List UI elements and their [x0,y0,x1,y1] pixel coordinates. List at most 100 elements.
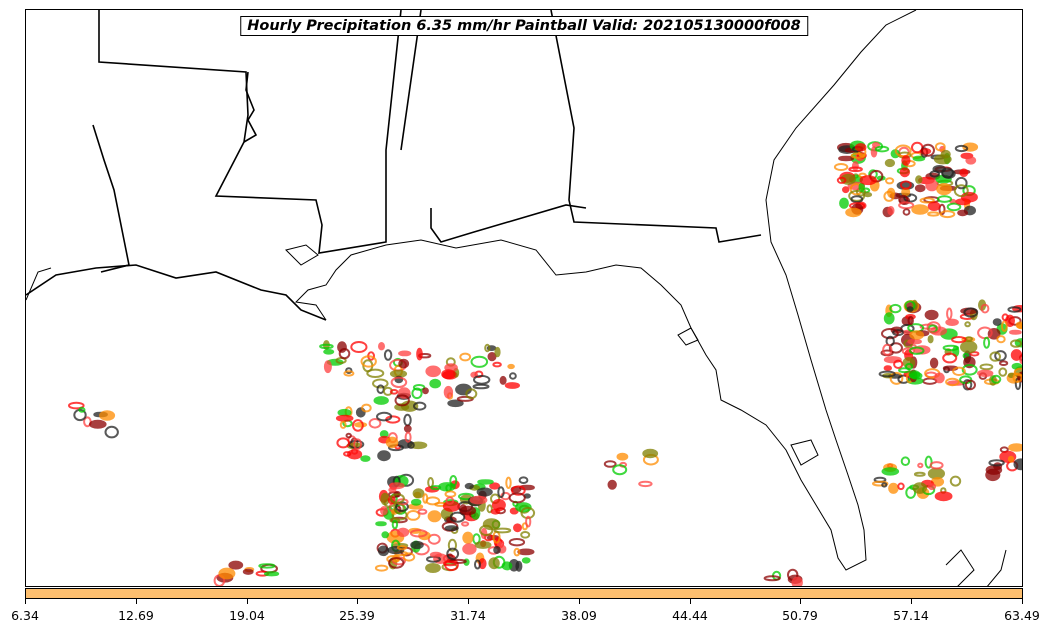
paintball-blob [422,387,429,395]
paintball-blob [429,551,442,558]
paintball-blob [444,525,459,532]
paintball-blob [373,396,389,405]
paintball-blob [942,352,958,364]
paintball-blob [493,546,501,554]
paintball-blob [919,197,935,204]
paintball-blob [470,371,479,378]
paintball-blob [945,318,959,326]
colorbar-tick-label: 44.44 [672,608,708,623]
colorbar-tick-label: 38.09 [561,608,597,623]
paintball-blob [980,303,990,314]
colorbar-tick [690,599,691,604]
paintball-blob [845,207,862,218]
paintball-blob [1010,349,1022,361]
paintball-blob [983,336,991,349]
paintball-blob [447,399,464,408]
paintball-blob [447,538,457,552]
paintball-blob [1007,455,1015,463]
paintball-blob [374,564,389,572]
paintball-blob [926,321,941,334]
paintball-blob [515,502,532,513]
paintball-blob [927,201,941,211]
paintball-blob [946,307,953,320]
paintball-blob [898,367,911,374]
paintball-blob [859,175,877,186]
colorbar [25,588,1023,599]
paintball-blob [264,571,280,577]
paintball-blob [885,177,895,185]
paintball-blob [999,360,1009,367]
paintball-blob [350,341,368,353]
paintball-blob [964,321,971,328]
paintball-blob [445,496,455,505]
paintball-blob [1015,321,1022,329]
paintball-blob [347,449,363,460]
paintball-blob [833,163,849,171]
paintball-blob [936,183,952,196]
paintball-blob [520,506,536,520]
paintball-blob [68,401,85,410]
paintball-blob [469,495,488,505]
colorbar-tick [579,599,580,604]
paintball-blob [78,407,86,413]
paintball-blob [887,187,896,198]
paintball-blob [906,306,914,313]
paintball-blob [413,401,427,411]
paintball-blob [449,475,458,487]
paintball-blob [883,312,895,325]
paintball-blob [493,527,512,534]
paintball-blob [907,315,914,326]
paintball-blob [1009,329,1022,335]
paintball-blob [848,166,863,173]
paintball-blob [443,385,454,399]
paintball-blob [513,547,521,557]
paintball-blob [955,198,971,206]
paintball-blob [945,377,960,387]
paintball-blob [957,209,968,217]
paintball-blob [345,432,352,439]
paintball-blob [429,378,442,389]
paintball-blob [449,511,466,523]
paintball-blob [411,387,423,400]
paintball-blob [839,197,849,209]
paintball-blob [908,370,921,379]
paintball-blob [1008,443,1022,452]
paintball-blob [360,355,377,368]
colorbar-tick-label: 31.74 [450,608,486,623]
paintball-blob [515,560,523,572]
paintball-blob [461,521,470,527]
paintball-blob [218,567,236,580]
paintball-blob [887,206,895,216]
paintball-blob [888,342,904,354]
paintball-blob [964,379,977,391]
paintball-blob [446,547,460,560]
paintball-blob [939,210,956,219]
paintball-blob [638,480,653,488]
paintball-blob [410,540,424,550]
paintball-blob [927,211,940,217]
map-title: Hourly Precipitation 6.35 mm/hr Paintbal… [240,16,808,36]
paintball-blob [488,557,500,570]
paintball-blob [965,156,977,165]
paintball-blob [953,184,969,198]
paintball-blob [339,420,347,429]
paintball-blob [936,195,953,203]
paintball-blob [1001,320,1008,332]
paintball-blob [899,167,910,178]
paintball-blob [854,143,867,152]
paintball-blob [946,202,962,212]
paintball-blob [989,351,1002,362]
paintball-blob [465,388,478,400]
paintball-blob [883,365,892,372]
paintball-blob [911,204,929,215]
colorbar-ticks: 6.34 12.69 19.04 25.39 31.74 38.09 44.44 50.79 5… [11,599,1040,629]
paintball-blob [881,482,888,488]
paintball-blob [427,510,442,523]
paintball-blob [499,375,507,385]
paintball-blob [897,482,905,491]
paintball-blob [872,480,889,487]
colorbar-tick [25,599,26,604]
paintball-blob [372,378,389,389]
paintball-blob [104,425,119,439]
paintball-blob [977,369,994,377]
